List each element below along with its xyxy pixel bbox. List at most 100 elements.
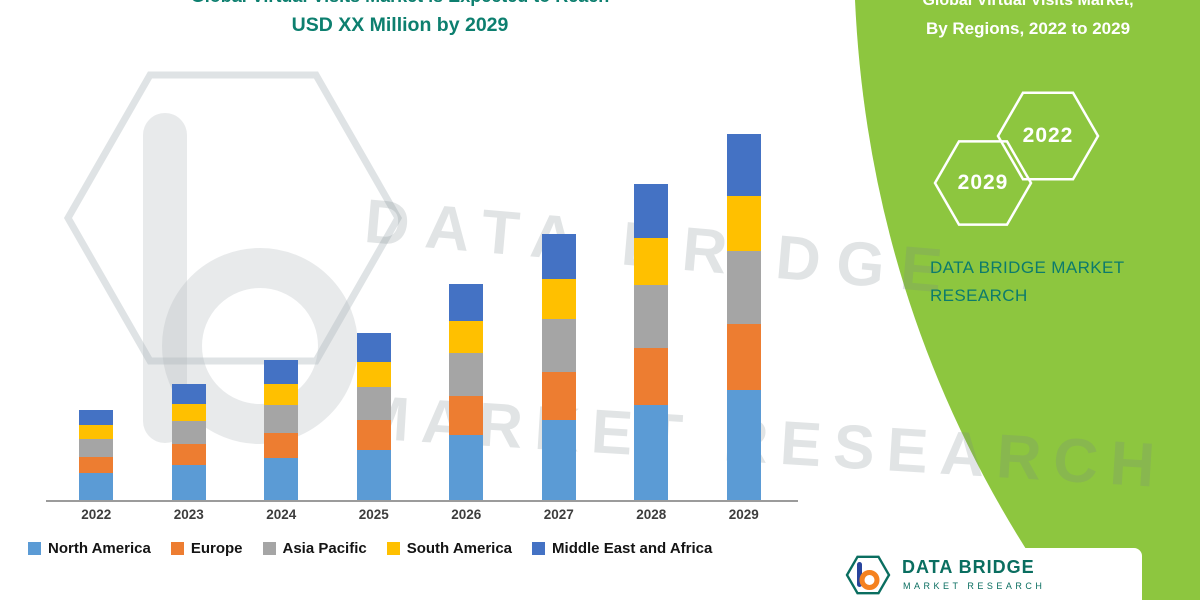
legend-label: South America [406, 540, 513, 557]
x-axis-label: 2025 [358, 507, 389, 522]
bar-segment [634, 405, 669, 500]
bar-segment [79, 425, 114, 439]
bar-column [605, 120, 698, 500]
x-labels-row: 2022 2023 2024 2025 2026 2027 2028 2029 [50, 507, 790, 522]
bar-segment [634, 285, 669, 348]
stacked-bar-2028 [634, 184, 669, 500]
stacked-bar-2029 [726, 134, 761, 500]
bar-column [420, 120, 513, 500]
bar-column [50, 120, 143, 500]
brand-panel-line2: RESEARCH [930, 286, 1028, 305]
footer-logo-box: DATA BRIDGE MARKET RESEARCH [830, 548, 1142, 600]
banner-title-clipped: Global Virtual Visits Market, [922, 0, 1134, 9]
bar-segment [634, 238, 669, 285]
bar-segment [79, 457, 114, 473]
bar-segment [449, 284, 484, 321]
legend: North America Europe Asia Pacific South Ame… [28, 540, 712, 557]
x-axis-label: 2027 [543, 507, 574, 522]
legend-item: Asia Pacific [262, 540, 367, 557]
data-bridge-logo-icon [845, 555, 891, 595]
bar-segment [356, 450, 391, 500]
legend-label: Europe [190, 540, 243, 557]
brand-panel: DATA BRIDGE MARKET RESEARCH [930, 254, 1125, 310]
bar-segment [726, 196, 761, 251]
bar-segment [79, 473, 114, 500]
chart-title: USD XX Million by 2029 [291, 14, 509, 36]
bar-segment [171, 465, 206, 500]
bar-segment [264, 360, 299, 384]
bar-segment [356, 333, 391, 362]
bar-segment [449, 396, 484, 435]
x-axis-label: 2022 [81, 507, 112, 522]
legend-label: Middle East and Africa [552, 540, 713, 557]
bar-segment [541, 234, 576, 279]
bar-segment [79, 410, 114, 425]
footer-logo-name: DATA BRIDGE [902, 557, 1035, 577]
bar-segment [634, 184, 669, 238]
bar-segment [449, 353, 484, 396]
x-axis-label: 2029 [728, 507, 759, 522]
hex-year-2029: 2029 [957, 171, 1009, 194]
bar-segment [541, 372, 576, 420]
bar-segment [634, 348, 669, 405]
legend-item: North America [28, 540, 151, 557]
legend-swatch [170, 542, 184, 555]
bar-segment [171, 404, 206, 421]
stacked-bar-2022 [79, 410, 114, 500]
bar-segment [726, 324, 761, 390]
bar-column [235, 120, 328, 500]
bar-segment [264, 405, 299, 433]
stacked-bar-2025 [356, 333, 391, 500]
bar-segment [264, 458, 299, 500]
legend-label: North America [48, 540, 151, 557]
legend-swatch [386, 542, 400, 555]
bars-row [50, 120, 790, 500]
bar-column [328, 120, 421, 500]
bar-segment [726, 251, 761, 324]
bar-column [698, 120, 791, 500]
bar-segment [541, 279, 576, 319]
footer-logo-subtitle: MARKET RESEARCH [903, 581, 1046, 591]
bar-segment [541, 420, 576, 500]
bar-column [513, 120, 606, 500]
bar-segment [264, 384, 299, 405]
legend-item: Middle East and Africa [532, 540, 712, 557]
x-axis-label: 2028 [636, 507, 667, 522]
stacked-bar-2023 [171, 384, 206, 500]
legend-item: Europe [170, 540, 243, 557]
chart-title-block: Global Virtual Visits Market is Expected… [90, 0, 710, 48]
x-axis-line [46, 500, 798, 502]
bar-segment [79, 439, 114, 457]
legend-item: South America [386, 540, 513, 557]
logo-b-bowl [859, 570, 880, 590]
bar-segment [264, 433, 299, 458]
hex-year-2022: 2022 [1022, 124, 1074, 147]
bar-segment [449, 435, 484, 500]
banner-subtitle: By Regions, 2022 to 2029 [925, 19, 1131, 38]
chart-title-line1-clipped: Global Virtual Visits Market is Expected… [90, 0, 710, 7]
x-axis-label: 2024 [266, 507, 297, 522]
bar-segment [726, 390, 761, 500]
x-axis-label: 2026 [451, 507, 482, 522]
legend-swatch [262, 542, 276, 555]
bar-segment [171, 384, 206, 404]
bar-column [143, 120, 236, 500]
stacked-bar-2026 [449, 284, 484, 500]
bar-segment [449, 321, 484, 353]
x-axis-label: 2023 [173, 507, 204, 522]
stacked-bar-2027 [541, 234, 576, 500]
bar-segment [356, 362, 391, 387]
bar-segment [356, 420, 391, 450]
legend-swatch [28, 542, 41, 555]
bar-segment [541, 319, 576, 372]
legend-label: Asia Pacific [282, 540, 367, 557]
bar-segment [171, 421, 206, 444]
logo-hexagon-outline [845, 555, 891, 595]
stacked-bar-2024 [264, 360, 299, 500]
legend-swatch [532, 542, 546, 555]
bar-segment [171, 444, 206, 465]
bar-segment [356, 387, 391, 420]
bar-segment [726, 134, 761, 196]
brand-panel-line1: DATA BRIDGE MARKET [930, 258, 1125, 277]
